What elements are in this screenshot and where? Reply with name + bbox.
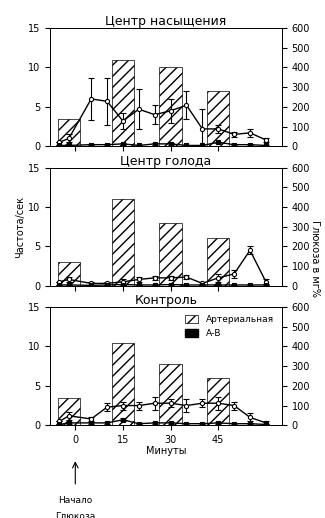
Text: Глюкоза в мг%: Глюкоза в мг% bbox=[310, 221, 320, 297]
Legend: Артериальная, А-В: Артериальная, А-В bbox=[181, 311, 277, 341]
Title: Центр насыщения: Центр насыщения bbox=[105, 15, 227, 28]
Y-axis label: Частота/сек: Частота/сек bbox=[15, 196, 25, 257]
Title: Центр голода: Центр голода bbox=[120, 154, 212, 167]
Bar bbox=[58, 119, 80, 146]
Title: Контроль: Контроль bbox=[134, 294, 197, 307]
Bar bbox=[207, 238, 229, 286]
Bar bbox=[112, 60, 134, 146]
Bar bbox=[160, 364, 182, 425]
Bar bbox=[160, 223, 182, 286]
Bar bbox=[207, 378, 229, 425]
Text: Начало: Начало bbox=[58, 496, 92, 505]
Text: Глюкоза: Глюкоза bbox=[55, 512, 96, 518]
Bar bbox=[207, 91, 229, 146]
Bar bbox=[112, 199, 134, 286]
Bar bbox=[58, 398, 80, 425]
Bar bbox=[160, 67, 182, 146]
Bar bbox=[58, 262, 80, 286]
X-axis label: Минуты: Минуты bbox=[146, 447, 186, 456]
Bar bbox=[112, 342, 134, 425]
